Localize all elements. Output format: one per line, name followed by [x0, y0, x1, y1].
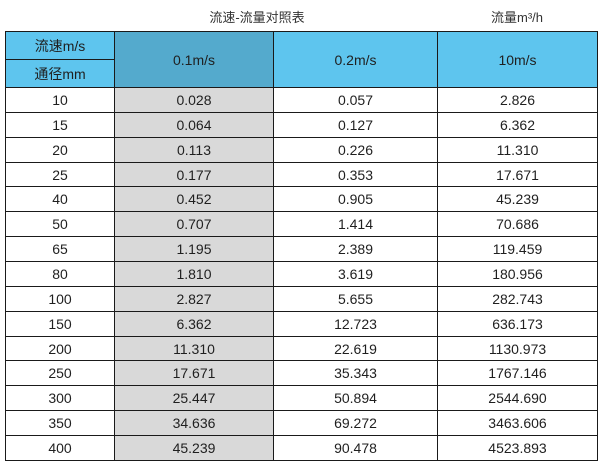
- flow-value-cell: 0.064: [114, 111, 274, 138]
- velocity-header-10: 10m/s: [437, 31, 598, 88]
- diameter-cell: 15: [5, 111, 115, 138]
- flow-value-cell: 0.057: [273, 87, 438, 113]
- diameter-cell: 10: [5, 87, 115, 113]
- diameter-cell: 350: [5, 410, 115, 437]
- flow-value-cell: 0.353: [273, 161, 438, 188]
- flow-value-cell: 6.362: [114, 310, 274, 337]
- flow-value-cell: 50.894: [273, 385, 438, 412]
- flow-table: 流速m/s 0.1m/s 0.2m/s 10m/s 通径mm 10 0.028 0.…: [5, 31, 598, 461]
- table-row: 65 1.195 2.389 119.459: [5, 236, 598, 263]
- flow-unit-label: 流量m³/h: [490, 10, 543, 25]
- table-row: 50 0.707 1.414 70.686: [5, 211, 598, 238]
- flow-value-cell: 45.239: [437, 186, 598, 213]
- flow-value-cell: 282.743: [437, 285, 598, 312]
- flow-value-cell: 4523.893: [437, 435, 598, 461]
- diameter-cell: 20: [5, 136, 115, 163]
- flow-value-cell: 0.905: [273, 186, 438, 213]
- diameter-cell: 80: [5, 261, 115, 287]
- flow-value-cell: 636.173: [437, 310, 598, 337]
- flow-value-cell: 119.459: [437, 236, 598, 263]
- flow-value-cell: 25.447: [114, 385, 274, 412]
- flow-value-cell: 90.478: [273, 435, 438, 461]
- flow-value-cell: 0.127: [273, 111, 438, 138]
- diameter-cell: 200: [5, 335, 115, 362]
- diameter-cell: 65: [5, 236, 115, 263]
- header-row-diameter: 通径mm: [5, 59, 598, 88]
- flow-value-cell: 180.956: [437, 261, 598, 287]
- flow-value-cell: 12.723: [273, 310, 438, 337]
- table-body: 10 0.028 0.057 2.826 15 0.064 0.127 6.362 20 0.11…: [5, 87, 598, 461]
- flow-value-cell: 1.414: [273, 211, 438, 238]
- flow-value-cell: 0.452: [114, 186, 274, 213]
- flow-value-cell: 17.671: [437, 161, 598, 188]
- table-row: 400 45.239 90.478 4523.893: [5, 435, 598, 461]
- flow-value-cell: 34.636: [114, 410, 274, 437]
- flow-value-cell: 22.619: [273, 335, 438, 362]
- flow-value-cell: 1767.146: [437, 360, 598, 387]
- corner-cell-diameter: 通径mm: [5, 59, 115, 88]
- flow-value-cell: 45.239: [114, 435, 274, 461]
- table-row: 40 0.452 0.905 45.239: [5, 186, 598, 213]
- flow-value-cell: 0.177: [114, 161, 274, 188]
- corner-cell-velocity: 流速m/s: [5, 31, 115, 60]
- flow-value-cell: 0.226: [273, 136, 438, 163]
- diameter-cell: 300: [5, 385, 115, 412]
- flow-value-cell: 70.686: [437, 211, 598, 238]
- flow-value-cell: 0.113: [114, 136, 274, 163]
- diameter-cell: 50: [5, 211, 115, 238]
- table-row: 20 0.113 0.226 11.310: [5, 136, 598, 163]
- diameter-cell: 250: [5, 360, 115, 387]
- table-row: 100 2.827 5.655 282.743: [5, 285, 598, 312]
- velocity-header-0.2: 0.2m/s: [273, 31, 438, 88]
- table-row: 80 1.810 3.619 180.956: [5, 261, 598, 287]
- diameter-cell: 100: [5, 285, 115, 312]
- flow-value-cell: 3463.606: [437, 410, 598, 437]
- flow-value-cell: 1.810: [114, 261, 274, 287]
- flow-value-cell: 0.707: [114, 211, 274, 238]
- page-title: 流速-流量对照表: [209, 10, 305, 25]
- flow-value-cell: 1130.973: [437, 335, 598, 362]
- table-row: 300 25.447 50.894 2544.690: [5, 385, 598, 412]
- flow-value-cell: 69.272: [273, 410, 438, 437]
- flow-value-cell: 6.362: [437, 111, 598, 138]
- diameter-cell: 25: [5, 161, 115, 188]
- diameter-cell: 40: [5, 186, 115, 213]
- flow-value-cell: 2.389: [273, 236, 438, 263]
- flow-value-cell: 2544.690: [437, 385, 598, 412]
- table-row: 350 34.636 69.272 3463.606: [5, 410, 598, 437]
- velocity-header-0.1: 0.1m/s: [114, 31, 274, 88]
- flow-value-cell: 0.028: [114, 87, 274, 113]
- table-row: 250 17.671 35.343 1767.146: [5, 360, 598, 387]
- title-bar: 流速-流量对照表 流量m³/h: [0, 0, 600, 31]
- flow-value-cell: 2.826: [437, 87, 598, 113]
- table-row: 25 0.177 0.353 17.671: [5, 161, 598, 188]
- flow-value-cell: 11.310: [437, 136, 598, 163]
- flow-value-cell: 11.310: [114, 335, 274, 362]
- table-row: 15 0.064 0.127 6.362: [5, 111, 598, 138]
- flow-value-cell: 17.671: [114, 360, 274, 387]
- flow-value-cell: 3.619: [273, 261, 438, 287]
- flow-value-cell: 35.343: [273, 360, 438, 387]
- flow-value-cell: 1.195: [114, 236, 274, 263]
- diameter-cell: 150: [5, 310, 115, 337]
- flow-value-cell: 5.655: [273, 285, 438, 312]
- table-row: 10 0.028 0.057 2.826: [5, 87, 598, 113]
- table-row: 150 6.362 12.723 636.173: [5, 310, 598, 337]
- table-row: 200 11.310 22.619 1130.973: [5, 335, 598, 362]
- header-row-velocity: 流速m/s 0.1m/s 0.2m/s 10m/s: [5, 31, 598, 88]
- flow-value-cell: 2.827: [114, 285, 274, 312]
- diameter-cell: 400: [5, 435, 115, 461]
